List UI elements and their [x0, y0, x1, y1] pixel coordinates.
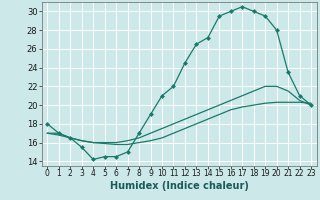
X-axis label: Humidex (Indice chaleur): Humidex (Indice chaleur) — [110, 181, 249, 191]
